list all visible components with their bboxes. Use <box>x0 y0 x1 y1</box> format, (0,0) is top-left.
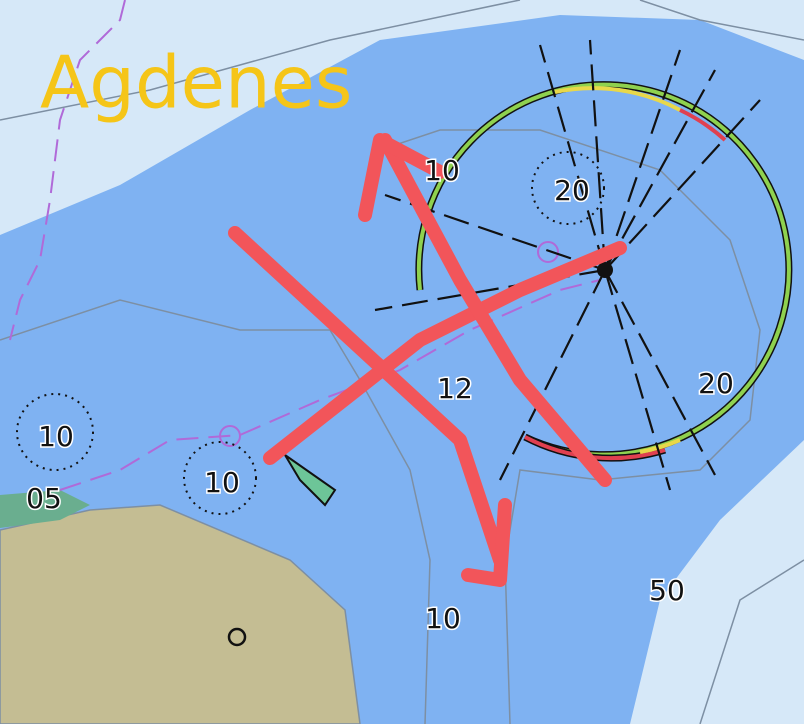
drying-area <box>0 490 90 528</box>
sector-line <box>538 44 607 271</box>
contour <box>0 299 431 724</box>
annotations <box>228 133 627 587</box>
arc <box>679 108 727 142</box>
drawn-stroke <box>378 133 612 487</box>
arc <box>639 438 681 454</box>
marker <box>537 241 559 263</box>
drawn-stroke <box>228 226 507 567</box>
land <box>0 504 361 724</box>
sector-line <box>604 269 716 476</box>
sector-light <box>374 39 793 491</box>
depth-label: 20 <box>698 367 734 400</box>
route-line <box>59 279 601 491</box>
arc <box>554 86 681 112</box>
drawn-stroke <box>358 133 447 222</box>
depth-label: 10 <box>425 602 461 635</box>
sector-line <box>604 99 761 271</box>
depth-label: 12 <box>437 372 473 405</box>
contour <box>0 0 521 121</box>
drawn-stroke <box>461 498 512 587</box>
depth-label: 10 <box>38 420 74 453</box>
sector-line <box>604 69 716 271</box>
contour <box>639 0 804 41</box>
boundary-line <box>9 0 126 341</box>
depth-area <box>183 441 257 515</box>
contour <box>699 559 804 724</box>
depth-label: 10 <box>204 466 240 499</box>
depth-label: 50 <box>649 574 685 607</box>
depth-label: 20 <box>554 174 590 207</box>
sector-line <box>603 49 682 271</box>
sector-line <box>499 269 606 481</box>
depth-label: 10 <box>424 154 460 187</box>
depth-label: 05 <box>26 482 62 515</box>
sector-line <box>603 269 672 491</box>
marker <box>219 425 241 447</box>
sector-line <box>588 39 607 271</box>
drawn-stroke <box>263 241 627 465</box>
depth-area <box>16 393 94 471</box>
buoy <box>284 454 337 507</box>
rock <box>227 627 247 647</box>
depth-area <box>531 151 605 225</box>
light <box>597 262 613 278</box>
place-name: Agdenes <box>40 41 352 125</box>
